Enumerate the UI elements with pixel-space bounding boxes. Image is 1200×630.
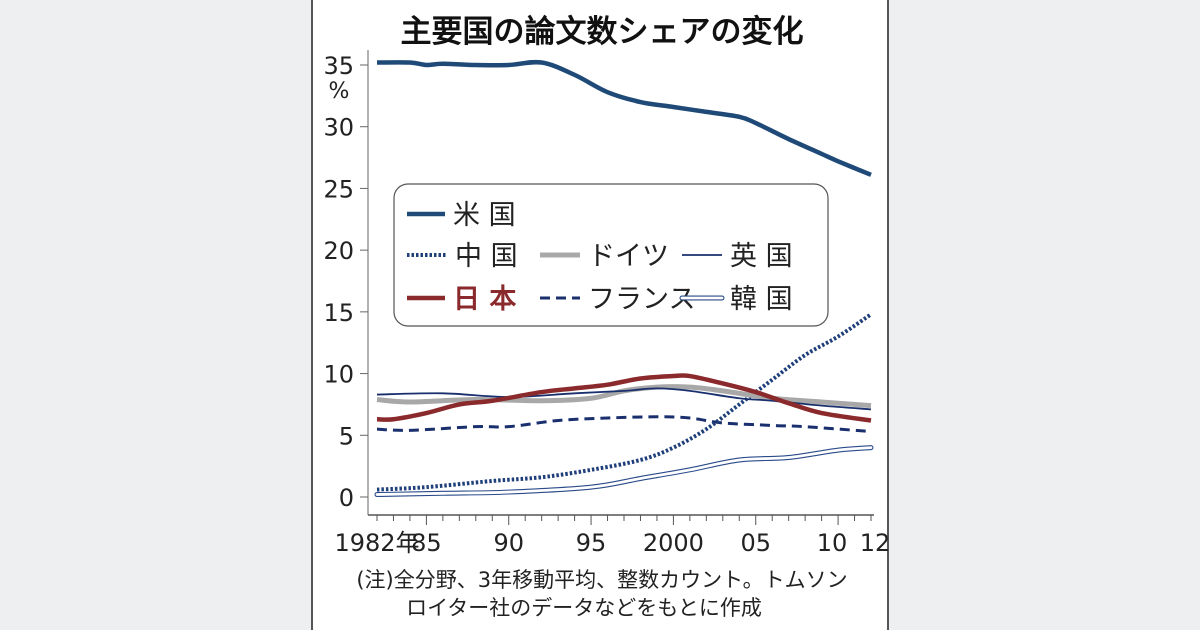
y-tick-label: 15 bbox=[323, 299, 354, 327]
legend-item-japan: 日 本 bbox=[407, 284, 516, 315]
series-us bbox=[376, 59, 872, 177]
y-tick-label: 5 bbox=[339, 422, 354, 450]
series-france bbox=[376, 415, 872, 434]
chart-title: 主要国の論文数シェアの変化 bbox=[401, 14, 804, 50]
series-korea bbox=[374, 445, 874, 498]
series-japan bbox=[376, 373, 872, 423]
y-axis-unit: % bbox=[329, 79, 350, 104]
x-tick-label: 1982年 bbox=[334, 529, 419, 557]
x-tick-label: 12 bbox=[860, 529, 891, 557]
x-tick-label: 05 bbox=[740, 529, 771, 557]
series-line-korea-outline bbox=[374, 445, 874, 498]
x-tick-label: 10 bbox=[817, 529, 848, 557]
y-tick-label: 20 bbox=[323, 237, 354, 265]
legend-label: ドイツ bbox=[588, 241, 669, 272]
legend-item-germany: ドイツ bbox=[540, 241, 669, 272]
legend-item-uk: 英 国 bbox=[682, 241, 793, 272]
x-tick-label: 2000 bbox=[643, 529, 704, 557]
legend: 米 国中 国 ドイツ 英 国日 本 フランス 韓 国 bbox=[393, 183, 829, 327]
y-tick-label: 0 bbox=[339, 484, 354, 512]
chart-panel: 主要国の論文数シェアの変化 0 5 10 15 20 25 30 35 1982年 85 90 95… bbox=[311, 0, 891, 630]
y-tick-label: 10 bbox=[323, 361, 354, 389]
legend-item-china: 中 国 bbox=[407, 241, 518, 272]
note-line-1: (注)全分野、3年移動平均、整数カウント。トムソン bbox=[356, 568, 847, 592]
series-line-france bbox=[376, 415, 872, 434]
series-line-korea bbox=[375, 446, 873, 496]
y-tick-label: 25 bbox=[323, 175, 354, 203]
series-line-us bbox=[376, 59, 872, 177]
legend-item-korea: 韓 国 bbox=[679, 284, 793, 315]
legend-item-france: フランス bbox=[540, 284, 695, 315]
x-tick-label: 85 bbox=[411, 529, 442, 557]
note-line-2: ロイター社のデータなどをもとに作成 bbox=[406, 596, 762, 620]
legend-label: フランス bbox=[588, 284, 695, 315]
legend-item-us: 米 国 bbox=[407, 200, 516, 231]
legend-label: 中 国 bbox=[455, 241, 518, 272]
legend-label: 英 国 bbox=[730, 241, 793, 272]
x-tick-label: 90 bbox=[493, 529, 524, 557]
x-tick-label: 95 bbox=[576, 529, 607, 557]
y-tick-label: 30 bbox=[323, 114, 354, 142]
y-tick-label: 35 bbox=[323, 52, 354, 80]
legend-label: 米 国 bbox=[453, 200, 516, 231]
legend-label: 日 本 bbox=[453, 284, 516, 315]
legend-label: 韓 国 bbox=[730, 284, 793, 315]
series-line-japan bbox=[376, 373, 872, 423]
legend-box bbox=[393, 183, 829, 327]
